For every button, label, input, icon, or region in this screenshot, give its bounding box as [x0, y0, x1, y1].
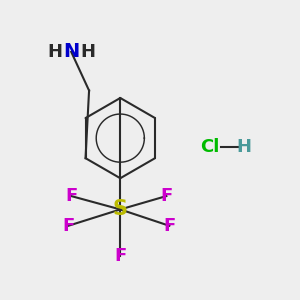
Text: F: F — [65, 187, 77, 205]
Text: F: F — [163, 217, 176, 235]
Text: H: H — [47, 43, 62, 61]
Text: F: F — [160, 187, 172, 205]
Text: F: F — [62, 217, 74, 235]
Text: F: F — [114, 247, 126, 265]
Text: N: N — [63, 42, 80, 62]
Text: S: S — [113, 200, 128, 219]
Text: H: H — [236, 138, 251, 156]
Text: H: H — [80, 43, 95, 61]
Text: Cl: Cl — [200, 138, 219, 156]
